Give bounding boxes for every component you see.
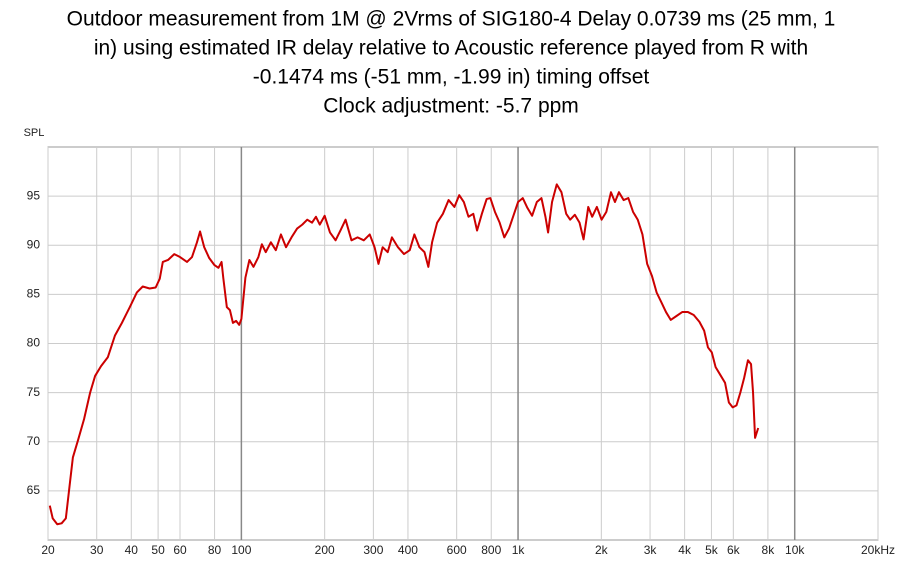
x-tick-label: 3k xyxy=(644,543,658,557)
x-tick-label: 8k xyxy=(762,543,776,557)
x-tick-label: 30 xyxy=(90,543,104,557)
x-tick-label: 1k xyxy=(512,543,526,557)
x-tick-label: 600 xyxy=(447,543,467,557)
y-tick-label: 95 xyxy=(27,188,41,202)
y-tick-label: 70 xyxy=(27,434,41,448)
x-tick-label: 200 xyxy=(315,543,335,557)
x-tick-label: 6k xyxy=(727,543,741,557)
x-tick-label: 20kHz xyxy=(861,543,895,557)
y-tick-label: 80 xyxy=(27,336,41,350)
x-tick-label: 800 xyxy=(481,543,501,557)
x-tick-label: 400 xyxy=(398,543,418,557)
x-tick-label: 4k xyxy=(678,543,692,557)
x-tick-label: 2k xyxy=(595,543,609,557)
x-tick-label: 5k xyxy=(705,543,719,557)
x-tick-label: 80 xyxy=(208,543,222,557)
x-tick-label: 20 xyxy=(41,543,55,557)
x-tick-label: 50 xyxy=(151,543,165,557)
x-tick-label: 10k xyxy=(785,543,805,557)
x-tick-label: 40 xyxy=(125,543,139,557)
chart-title: in) using estimated IR delay relative to… xyxy=(94,37,808,60)
chart-title: Outdoor measurement from 1M @ 2Vrms of S… xyxy=(67,8,836,31)
x-tick-label: 100 xyxy=(231,543,251,557)
y-tick-label: 65 xyxy=(27,483,41,497)
line-series xyxy=(48,183,760,526)
chart-title: Clock adjustment: -5.7 ppm xyxy=(323,95,579,118)
y-tick-label: 90 xyxy=(27,237,41,251)
chart-title: -0.1474 ms (-51 mm, -1.99 in) timing off… xyxy=(253,66,650,89)
y-tick-label: 75 xyxy=(27,385,41,399)
y-axis-label: SPL xyxy=(24,127,45,139)
x-tick-label: 300 xyxy=(363,543,383,557)
y-tick-label: 85 xyxy=(27,287,41,301)
x-tick-label: 60 xyxy=(173,543,187,557)
